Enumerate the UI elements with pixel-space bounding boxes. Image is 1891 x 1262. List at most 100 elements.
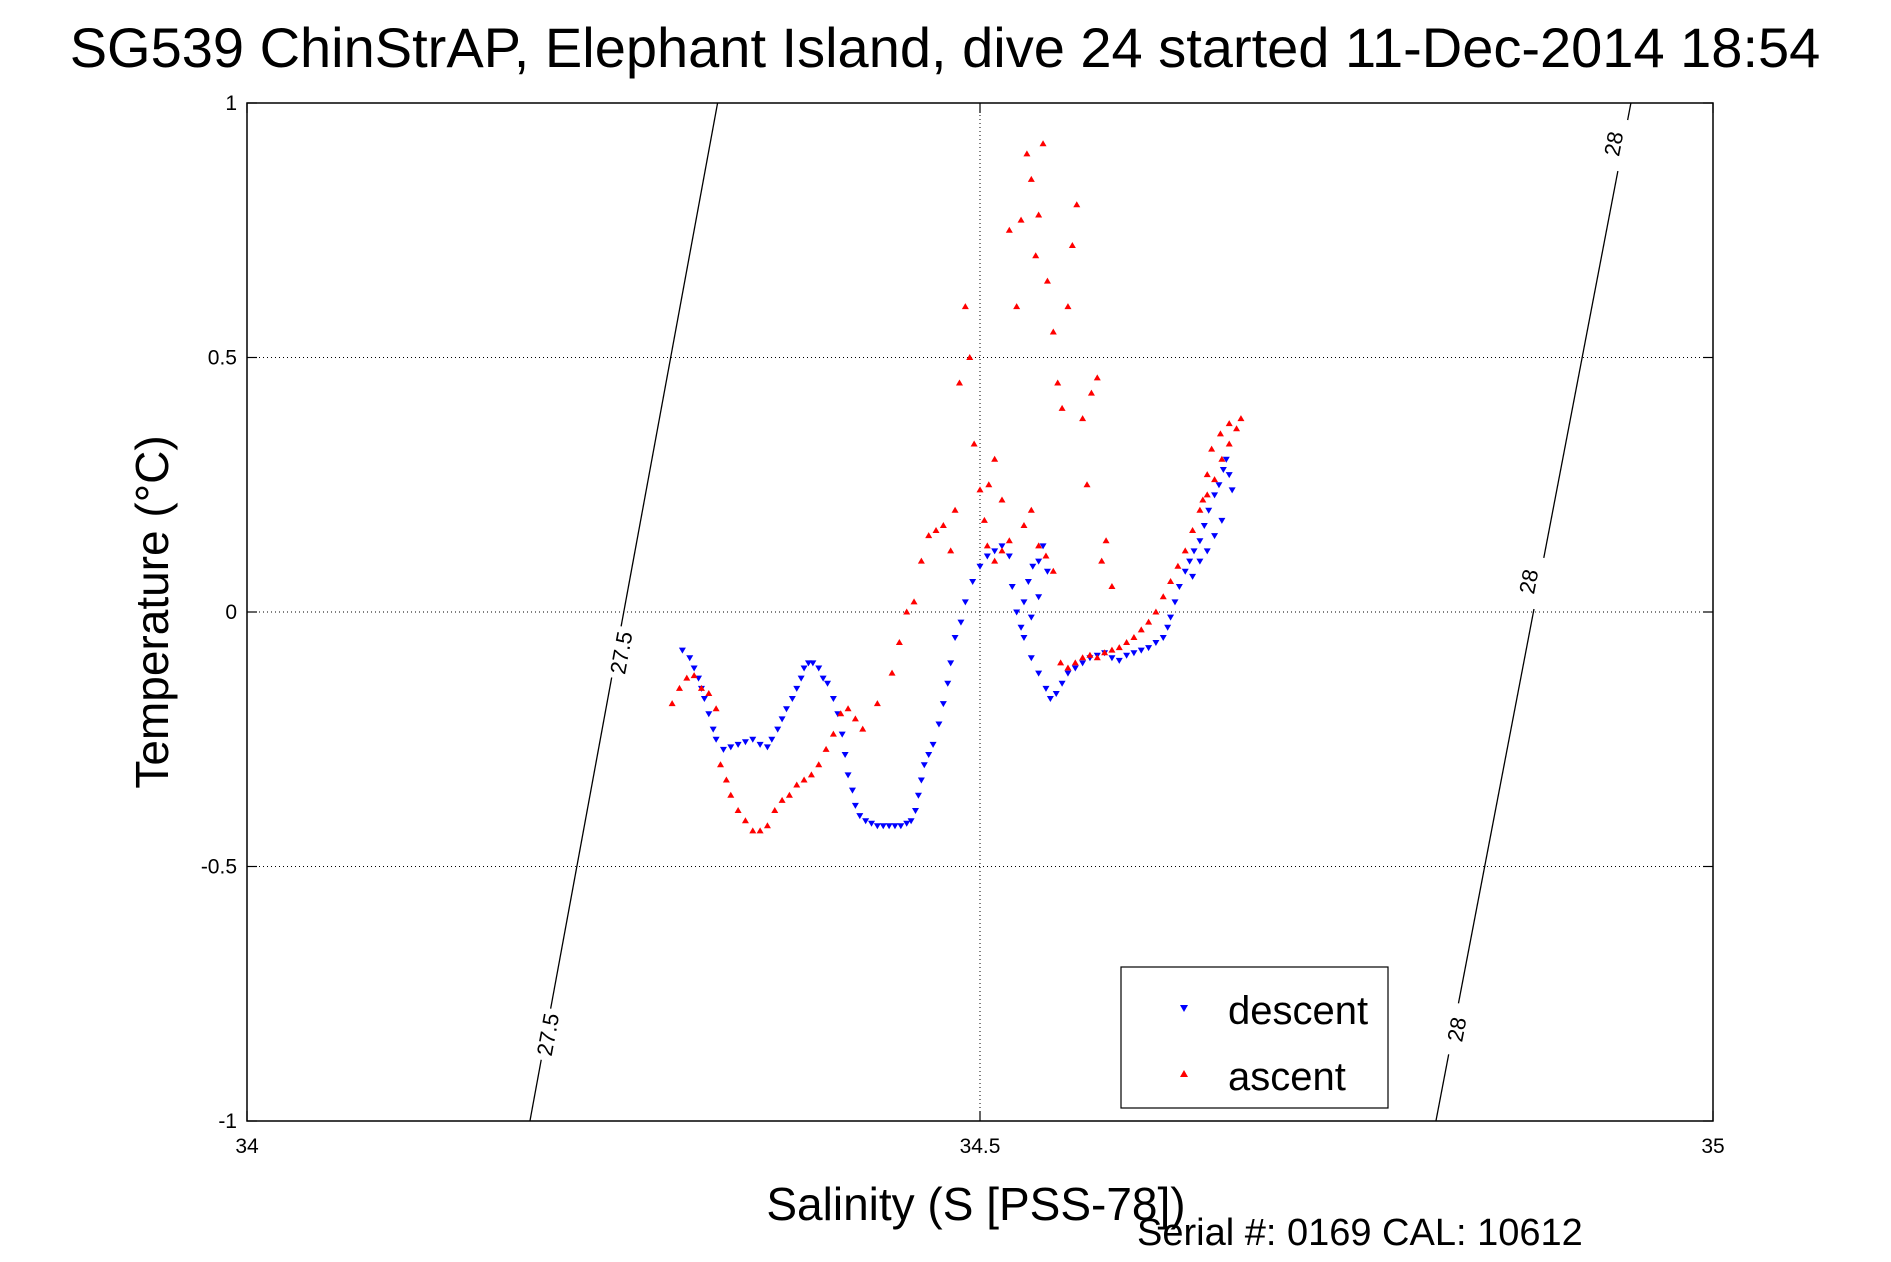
descent-point-114	[1211, 533, 1219, 540]
ascent-point-63	[1079, 415, 1087, 422]
descent-point-99	[1171, 599, 1179, 606]
ascent-point-56	[1043, 277, 1051, 284]
ascent-point-51	[1023, 150, 1031, 157]
ascent-point-85	[1101, 649, 1109, 656]
series-descent	[678, 456, 1236, 830]
contour-label-1-2: 28	[1599, 129, 1628, 158]
x-tick-label-1: 34.5	[960, 1135, 1001, 1158]
ascent-point-47	[998, 496, 1006, 503]
ascent-point-17	[785, 791, 793, 798]
contour-label-bg-0-0	[529, 1006, 567, 1063]
ascent-point-98	[1196, 506, 1204, 513]
descent-point-110	[1222, 456, 1230, 463]
ascent-point-54	[1035, 211, 1043, 218]
ascent-point-55	[1039, 140, 1047, 147]
ascent-point-23	[829, 730, 837, 737]
descent-point-35	[851, 802, 859, 809]
ascent-point-7	[717, 761, 725, 768]
x-tick-label-2: 35	[1701, 1135, 1724, 1158]
ascent-point-75	[1027, 506, 1035, 513]
ascent-point-70	[1005, 537, 1013, 544]
ascent-point-76	[1035, 542, 1043, 549]
legend-box	[1120, 966, 1389, 1109]
descent-point-108	[1215, 482, 1223, 489]
ascent-point-6	[712, 705, 720, 712]
descent-point-45	[907, 818, 915, 825]
ascent-point-2	[683, 674, 691, 681]
ascent-point-64	[1083, 481, 1091, 488]
descent-point-84	[1071, 665, 1079, 672]
descent-point-46	[911, 808, 919, 815]
descent-point-39	[873, 823, 881, 830]
descent-point-58	[961, 599, 969, 606]
descent-point-113	[1218, 517, 1226, 524]
descent-point-50	[925, 752, 933, 759]
descent-point-52	[935, 721, 943, 728]
ascent-point-20	[807, 771, 815, 778]
legend-marker-ascent	[1180, 1070, 1188, 1077]
descent-point-82	[1058, 680, 1066, 687]
contour-label-1-1: 28	[1514, 567, 1543, 596]
descent-point-42	[891, 823, 899, 830]
ascent-point-16	[778, 796, 786, 803]
y-tick-label-2: 0	[225, 601, 237, 624]
descent-point-28	[824, 680, 832, 687]
ascent-point-67	[1098, 557, 1106, 564]
ascent-point-83	[1086, 651, 1094, 658]
descent-point-12	[741, 739, 749, 746]
legend-label-descent: descent	[1228, 989, 1368, 1033]
descent-point-51	[929, 741, 937, 748]
ascent-point-0	[668, 700, 676, 707]
ascent-point-34	[925, 532, 933, 539]
ascent-point-80	[1064, 664, 1072, 671]
descent-point-100	[1175, 584, 1183, 591]
descent-point-95	[1152, 640, 1160, 647]
descent-point-41	[885, 823, 893, 830]
ascent-point-77	[1042, 552, 1050, 559]
contour-label-bg-0-1	[602, 624, 640, 681]
ascent-point-108	[1203, 471, 1211, 478]
ascent-point-105	[1225, 420, 1233, 427]
ascent-point-82	[1079, 654, 1087, 661]
ascent-point-59	[1058, 404, 1066, 411]
ascent-point-109	[1199, 496, 1207, 503]
descent-point-14	[756, 741, 764, 748]
descent-point-56	[951, 634, 959, 641]
ascent-point-61	[1068, 242, 1076, 249]
ascent-point-95	[1174, 562, 1182, 569]
descent-point-10	[727, 744, 735, 751]
descent-point-112	[1228, 487, 1236, 494]
descent-point-73	[1043, 568, 1051, 575]
descent-point-48	[917, 777, 925, 784]
descent-point-34	[848, 787, 856, 794]
descent-point-72	[1039, 543, 1047, 550]
descent-point-104	[1196, 538, 1204, 545]
ascent-point-100	[1211, 476, 1219, 483]
descent-point-6	[705, 711, 713, 718]
contour-label-bg-1-0	[1437, 1001, 1476, 1058]
descent-point-0	[678, 647, 686, 654]
ascent-point-68	[1102, 537, 1110, 544]
descent-point-19	[782, 706, 790, 713]
descent-point-15	[763, 744, 771, 751]
descent-point-18	[778, 716, 786, 723]
ascent-point-36	[939, 521, 947, 528]
descent-point-43	[897, 823, 905, 830]
ascent-point-8	[722, 776, 730, 783]
descent-point-40	[879, 823, 887, 830]
serial-footer: Serial #: 0169 CAL: 10612	[1137, 1212, 1583, 1254]
descent-point-23	[800, 665, 808, 672]
descent-point-103	[1190, 548, 1198, 555]
ascent-point-43	[976, 486, 984, 493]
ascent-point-25	[844, 705, 852, 712]
ascent-point-53	[1032, 252, 1040, 259]
descent-point-105	[1200, 522, 1208, 529]
descent-point-93	[1137, 647, 1145, 654]
x-axis-label: Salinity (S [PSS-78])	[766, 1178, 1185, 1230]
descent-point-111	[1225, 472, 1233, 479]
ascent-point-18	[793, 781, 801, 788]
ascent-point-24	[837, 710, 845, 717]
ascent-point-52	[1027, 175, 1035, 182]
descent-point-1	[686, 655, 694, 662]
